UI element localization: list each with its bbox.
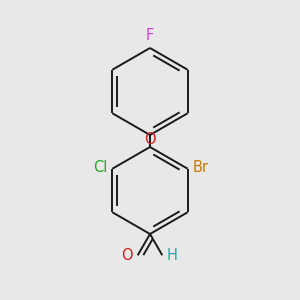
Text: Br: Br [192, 160, 208, 175]
Text: H: H [167, 248, 178, 263]
Text: O: O [122, 248, 133, 263]
Text: F: F [146, 28, 154, 43]
Text: O: O [144, 132, 156, 147]
Text: Cl: Cl [94, 160, 108, 175]
